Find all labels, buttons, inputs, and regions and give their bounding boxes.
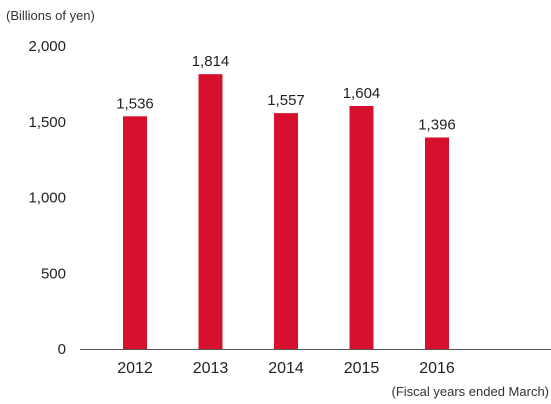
y-tick-label: 2,000 bbox=[28, 38, 66, 55]
x-axis-caption: (Fiscal years ended March) bbox=[392, 384, 550, 399]
bar-2016 bbox=[425, 137, 449, 349]
x-tick-label-2013: 2013 bbox=[193, 360, 229, 377]
data-label-2016: 1,396 bbox=[418, 117, 456, 134]
data-label-2014: 1,557 bbox=[267, 92, 305, 109]
y-tick-label: 500 bbox=[41, 265, 66, 282]
y-unit-label: (Billions of yen) bbox=[6, 8, 95, 23]
data-label-2012: 1,536 bbox=[116, 95, 154, 112]
y-tick-label: 1,000 bbox=[28, 190, 66, 207]
x-axis-ticks: 2012 2013 2014 2015 2016 bbox=[117, 360, 455, 377]
bar-series bbox=[123, 74, 449, 350]
x-tick-label-2014: 2014 bbox=[268, 360, 304, 377]
bar-2012 bbox=[123, 116, 147, 350]
x-tick-label-2016: 2016 bbox=[419, 360, 455, 377]
bar-2015 bbox=[349, 105, 374, 349]
y-tick-label: 0 bbox=[58, 341, 66, 358]
x-tick-label-2015: 2015 bbox=[344, 360, 380, 377]
y-axis-ticks: 0 500 1,000 1,500 2,000 bbox=[28, 38, 66, 358]
bar-2014 bbox=[274, 113, 298, 349]
data-label-2015: 1,604 bbox=[343, 85, 381, 102]
data-label-2013: 1,814 bbox=[192, 53, 230, 70]
x-tick-label-2012: 2012 bbox=[117, 360, 153, 377]
y-tick-label: 1,500 bbox=[28, 114, 66, 131]
bar-2013 bbox=[198, 74, 223, 349]
data-labels: 1,536 1,814 1,557 1,604 1,396 bbox=[116, 53, 456, 133]
